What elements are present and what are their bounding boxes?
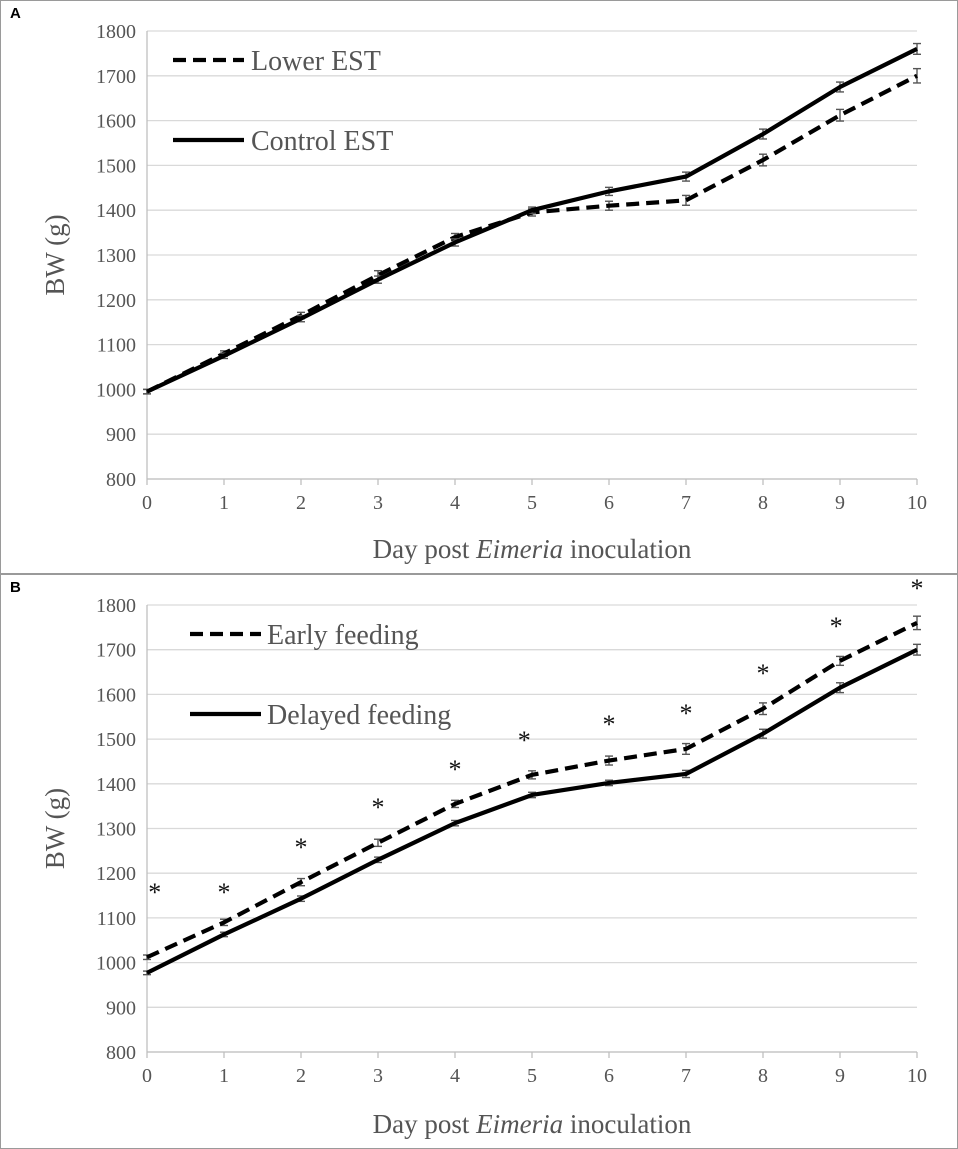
chart-b-significance-star: *: [218, 878, 231, 907]
chart-b-y-tick-label: 900: [106, 997, 136, 1019]
chart-a-y-tick-label: 1700: [96, 66, 136, 88]
chart-b-x-tick-label: 2: [296, 1065, 306, 1087]
chart-b-x-tick-label: 4: [450, 1065, 460, 1087]
chart-a-x-tick-label: 7: [681, 492, 691, 514]
chart-b-x-tick-label: 0: [142, 1065, 152, 1087]
chart-a-y-tick-label: 1600: [96, 111, 136, 133]
chart-b-significance-star: *: [911, 575, 924, 603]
chart-b-x-tick-label: 7: [681, 1065, 691, 1087]
chart-b-y-tick-label: 1200: [96, 863, 136, 885]
chart-a-y-tick-label: 1400: [96, 200, 136, 222]
chart-b-x-tick-label: 9: [835, 1065, 845, 1087]
panel-a: A 800 900 1000 1100 1200 1300 1400 1500 1600 1700 1…: [0, 0, 958, 574]
chart-a-x-tick-label: 1: [219, 492, 229, 514]
chart-b-significance-star: *: [295, 833, 308, 862]
chart-a-y-axis-title: BW (g): [40, 214, 70, 295]
chart-a-x-tick-label: 2: [296, 492, 306, 514]
chart-b-x-tick-label: 10: [907, 1065, 927, 1087]
chart-b-y-tick-label: 1600: [96, 684, 136, 706]
chart-b-x-tick-label: 6: [604, 1065, 614, 1087]
chart-a-x-axis-title-italic: Eimeria: [475, 534, 563, 564]
chart-b-x-axis-title: Day post Eimeria inoculation: [373, 1109, 692, 1139]
chart-b: B800900100011001200130014001500160017001…: [10, 575, 927, 1139]
chart-b-y-tick-label: 800: [106, 1042, 136, 1064]
chart-b-y-tick-label: 1100: [97, 908, 136, 930]
chart-a-y-tick-label: 1200: [96, 290, 136, 312]
chart-b-significance-star: *: [757, 659, 770, 688]
chart-a-y-tick-label: 800: [106, 469, 136, 491]
chart-b-x-tick-label: 3: [373, 1065, 383, 1087]
chart-a: A800900100011001200130014001500160017001…: [10, 5, 927, 564]
chart-a-series-lower-est-legend-label: Lower EST: [251, 46, 381, 77]
chart-a-x-tick-label: 3: [373, 492, 383, 514]
chart-b-y-tick-label: 1800: [96, 595, 136, 617]
chart-a-x-axis-title: Day post Eimeria inoculation: [373, 534, 692, 564]
chart-b-y-axis-title: BW (g): [40, 788, 70, 869]
chart-a-y-tick-label: 1300: [96, 245, 136, 267]
chart-b-x-tick-label: 5: [527, 1065, 537, 1087]
chart-b-significance-star: *: [372, 793, 385, 822]
chart-a-x-tick-label: 0: [142, 492, 152, 514]
chart-b-y-tick-label: 1400: [96, 774, 136, 796]
chart-a-x-tick-label: 4: [450, 492, 460, 514]
panel-b: B 800 900 1000 1100 1200 1300 1400 1500 1600 1700 1…: [0, 574, 958, 1149]
chart-a-x-tick-label: 8: [758, 492, 768, 514]
chart-b-significance-star: *: [830, 612, 843, 641]
chart-b-x-axis-title-italic: Eimeria: [475, 1109, 563, 1139]
chart-b-series-delayed-feeding-legend-label: Delayed feeding: [267, 700, 451, 731]
chart-b-significance-star: *: [603, 710, 616, 739]
chart-b-significance-star: *: [518, 726, 531, 755]
chart-a-y-tick-label: 1800: [96, 21, 136, 43]
chart-b-x-tick-label: 8: [758, 1065, 768, 1087]
chart-a-series-control-est-line: [146, 47, 918, 394]
chart-a-y-tick-label: 1500: [96, 155, 136, 177]
chart-a-x-tick-label: 5: [527, 492, 537, 514]
chart-a-x-tick-label: 6: [604, 492, 614, 514]
chart-b-y-tick-label: 1500: [96, 729, 136, 751]
chart-a-y-tick-label: 1000: [96, 379, 136, 401]
chart-b-significance-star: *: [680, 699, 693, 728]
chart-b-x-axis-title-post: inoculation: [563, 1109, 692, 1139]
chart-b-series-delayed-feeding-line: [146, 647, 918, 975]
chart-b-significance-star: *: [449, 755, 462, 784]
chart-a-x-tick-label: 10: [907, 492, 927, 514]
chart-b-series-early-feeding-legend-label: Early feeding: [267, 620, 419, 651]
chart-a-series-control-est-legend-label: Control EST: [251, 126, 393, 157]
chart-b-y-tick-label: 1000: [96, 953, 136, 975]
chart-b-x-axis-title-pre: Day post: [373, 1109, 477, 1139]
chart-a-x-axis-title-pre: Day post: [373, 534, 477, 564]
chart-b-series-early-feeding-line: [146, 620, 918, 960]
chart-a-x-axis-title-post: inoculation: [563, 534, 692, 564]
chart-b-x-tick-label: 1: [219, 1065, 229, 1087]
chart-b-panel-label: B: [10, 579, 21, 596]
chart-a-x-tick-label: 9: [835, 492, 845, 514]
chart-b-y-tick-label: 1700: [96, 640, 136, 662]
chart-a-panel-label: A: [10, 5, 21, 22]
chart-b-significance-star: *: [148, 878, 161, 907]
chart-a-y-tick-label: 900: [106, 424, 136, 446]
chart-a-y-tick-label: 1100: [97, 335, 136, 357]
chart-b-y-tick-label: 1300: [96, 819, 136, 841]
